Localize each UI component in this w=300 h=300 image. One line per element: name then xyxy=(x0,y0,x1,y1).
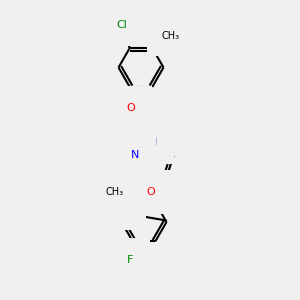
Text: F: F xyxy=(127,255,133,265)
Text: CH₃: CH₃ xyxy=(161,31,179,41)
Text: O: O xyxy=(126,103,135,113)
Text: H: H xyxy=(114,203,122,213)
Text: N: N xyxy=(149,137,157,147)
Text: Cl: Cl xyxy=(117,20,128,30)
Text: N: N xyxy=(131,150,140,160)
Text: O: O xyxy=(147,187,155,197)
Text: N: N xyxy=(121,203,129,213)
Text: CH₃: CH₃ xyxy=(106,187,124,197)
